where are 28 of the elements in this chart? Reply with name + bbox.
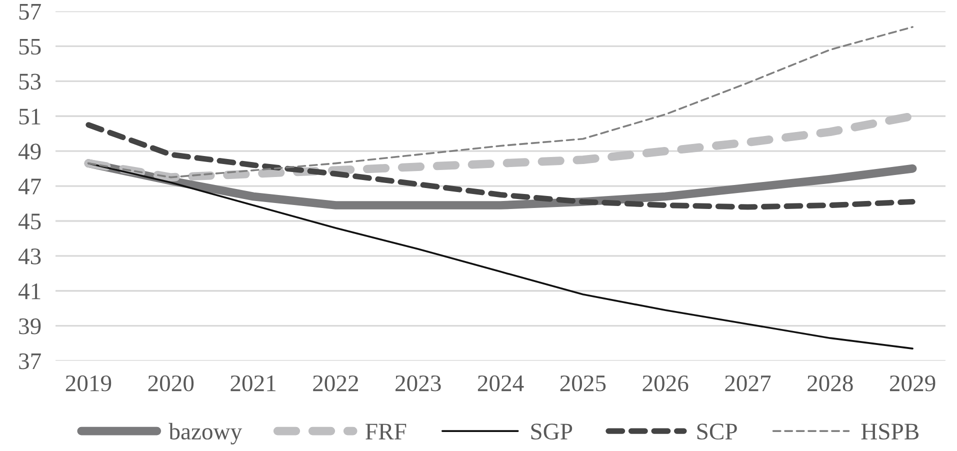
x-tick-label: 2021 <box>230 375 276 392</box>
legend-label: HSPB <box>861 424 919 440</box>
y-tick-label: 41 <box>18 284 40 300</box>
y-tick-label: 39 <box>19 318 41 334</box>
x-tick-label: 2027 <box>725 375 771 392</box>
y-tick-label: 49 <box>18 144 41 160</box>
x-tick-label: 2024 <box>478 375 524 392</box>
x-tick-label: 2025 <box>560 375 606 392</box>
y-tick-label: 45 <box>18 214 41 230</box>
x-tick-label: 2019 <box>66 375 112 392</box>
x-tick-label: 2029 <box>890 375 936 392</box>
x-tick-label: 2023 <box>396 375 441 392</box>
y-tick-label: 47 <box>18 178 41 194</box>
x-tick-label: 2026 <box>642 375 688 392</box>
y-tick-label: 37 <box>19 353 41 370</box>
y-tick-label: 55 <box>19 38 41 55</box>
line-series <box>88 162 914 350</box>
y-tick-label: 57 <box>19 4 41 20</box>
x-tick-label: 2028 <box>808 375 853 392</box>
legend-label: SCP <box>697 424 737 440</box>
x-tick-label: 2022 <box>313 375 358 392</box>
x-tick-label: 2020 <box>148 375 194 392</box>
legend-label: bazowy <box>168 422 242 444</box>
legend-label: SGP <box>531 424 572 440</box>
y-tick-label: 51 <box>19 108 40 125</box>
y-tick-label: 43 <box>18 248 41 264</box>
legend-label: FRF <box>366 424 406 440</box>
y-tick-label: 53 <box>19 74 41 90</box>
